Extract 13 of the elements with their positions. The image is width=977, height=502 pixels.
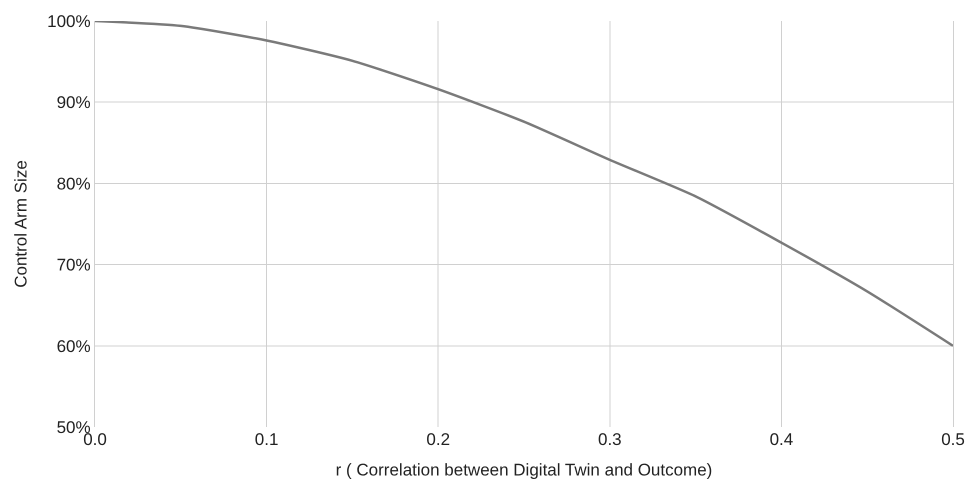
x-tick-label: 0.1: [254, 430, 278, 449]
x-tick-label: 0.5: [941, 430, 965, 449]
y-tick-label: 60%: [56, 336, 91, 356]
y-tick-label: 80%: [56, 174, 91, 194]
x-tick-label: 0.2: [426, 430, 450, 449]
line-series: [95, 21, 953, 348]
x-axis-title: r ( Correlation between Digital Twin and Outcome): [336, 460, 712, 480]
y-tick-label: 100%: [47, 12, 91, 31]
y-axis-title: Control Arm Size: [12, 160, 31, 288]
y-tick-label: 70%: [56, 256, 91, 275]
x-tick-label: 0.4: [770, 430, 794, 449]
y-tick-label: 90%: [56, 93, 91, 112]
x-tick-label: 0.3: [598, 430, 622, 449]
